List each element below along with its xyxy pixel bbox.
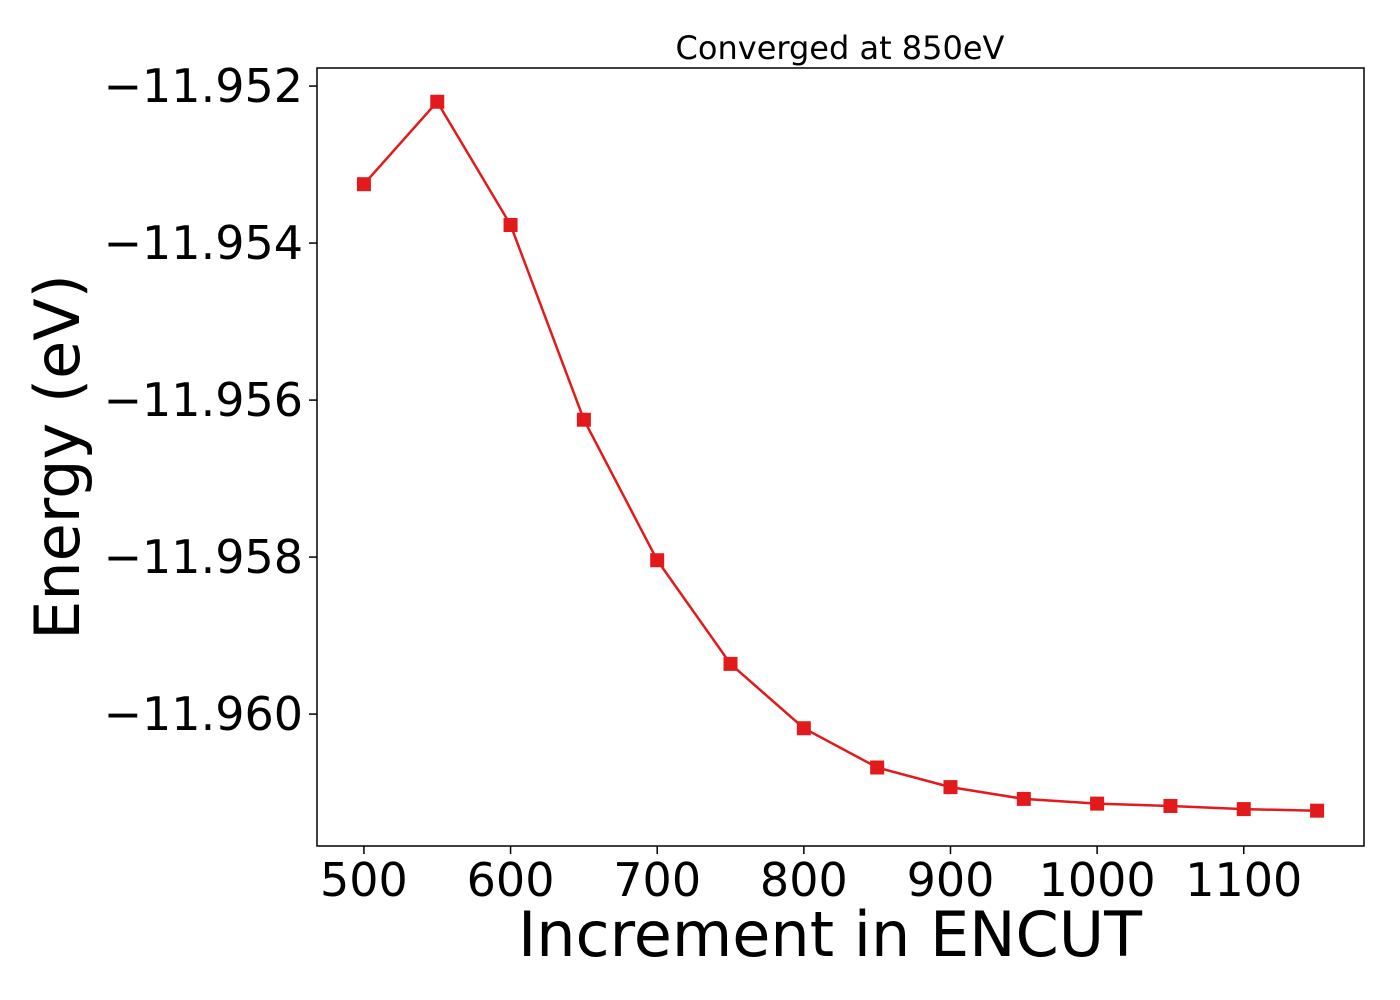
data-point-marker [1310, 803, 1325, 818]
x-tick-label: 800 [760, 853, 848, 907]
y-tick-label: −11.958 [104, 530, 304, 584]
x-axis-ticks: 500 600 700 800 900 1000 1100 [320, 846, 1302, 907]
data-point-marker [796, 721, 811, 736]
y-tick-label: −11.960 [104, 687, 304, 741]
data-point-marker [1016, 791, 1031, 806]
x-tick-label: 1000 [1039, 853, 1156, 907]
x-tick-label: 500 [320, 853, 408, 907]
data-point-marker [1236, 802, 1251, 817]
plot-area-frame [316, 67, 1365, 847]
data-point-marker [503, 218, 518, 233]
series-line [362, 99, 1318, 812]
chart-title: Converged at 850eV [676, 29, 1005, 67]
x-axis-label: Increment in ENCUT [518, 898, 1143, 971]
y-axis-label: Energy (eV) [21, 274, 94, 640]
x-tick-label: 600 [467, 853, 555, 907]
data-point-marker [650, 553, 665, 568]
data-point-marker [943, 780, 958, 795]
data-point-marker [430, 94, 445, 109]
data-point-marker [356, 177, 371, 192]
data-point-marker [1090, 796, 1105, 811]
data-point-marker [723, 656, 738, 671]
data-point-marker [1163, 798, 1178, 813]
y-tick-label: −11.956 [104, 373, 304, 427]
y-tick-label: −11.952 [104, 59, 304, 113]
series-layer [356, 94, 1325, 818]
x-tick-label: 900 [907, 853, 995, 907]
y-tick-label: −11.954 [104, 216, 304, 270]
data-point-marker [870, 760, 885, 775]
x-tick-label: 700 [613, 853, 701, 907]
y-axis-ticks: −11.952 −11.954 −11.956 −11.958 −11.960 [104, 59, 317, 741]
data-point-marker [576, 412, 591, 427]
x-tick-label: 1100 [1185, 853, 1302, 907]
